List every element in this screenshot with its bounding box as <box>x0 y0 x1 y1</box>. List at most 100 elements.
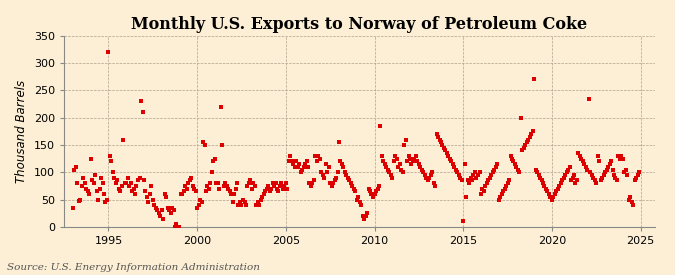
Point <box>587 173 597 177</box>
Point <box>474 170 485 174</box>
Point <box>215 104 226 109</box>
Point <box>512 167 523 172</box>
Point <box>249 184 260 188</box>
Point <box>547 197 558 202</box>
Point <box>466 178 477 183</box>
Point <box>308 178 319 183</box>
Point <box>240 203 251 207</box>
Point <box>176 192 186 196</box>
Point <box>495 195 506 199</box>
Point <box>133 178 144 183</box>
Point <box>408 159 418 164</box>
Point <box>618 156 628 161</box>
Point <box>549 192 560 196</box>
Point <box>585 170 596 174</box>
Point <box>337 162 348 166</box>
Point <box>363 186 374 191</box>
Point <box>502 181 513 185</box>
Point <box>192 206 202 210</box>
Point <box>632 173 643 177</box>
Point <box>188 184 198 188</box>
Point <box>205 181 216 185</box>
Point <box>629 178 640 183</box>
Point <box>511 165 522 169</box>
Point <box>393 165 404 169</box>
Point <box>634 170 645 174</box>
Point <box>118 137 129 142</box>
Point <box>504 178 514 183</box>
Point <box>441 151 452 155</box>
Point <box>311 159 322 164</box>
Point <box>319 175 329 180</box>
Point <box>354 200 365 205</box>
Point <box>211 181 221 185</box>
Point <box>542 189 553 194</box>
Point <box>609 173 620 177</box>
Point <box>396 167 406 172</box>
Point <box>434 137 445 142</box>
Point <box>471 175 482 180</box>
Point <box>381 165 392 169</box>
Point <box>567 175 578 180</box>
Point <box>557 178 568 183</box>
Point <box>224 189 235 194</box>
Point <box>316 170 327 174</box>
Point <box>127 189 138 194</box>
Point <box>623 197 634 202</box>
Point <box>378 159 389 164</box>
Point <box>227 200 238 205</box>
Point <box>169 225 180 229</box>
Point <box>359 216 370 221</box>
Point <box>526 132 537 136</box>
Title: Monthly U.S. Exports to Norway of Petroleum Coke: Monthly U.S. Exports to Norway of Petrol… <box>132 16 587 33</box>
Point <box>508 159 519 164</box>
Point <box>475 192 486 196</box>
Point <box>619 170 630 174</box>
Point <box>483 178 494 183</box>
Point <box>329 178 340 183</box>
Point <box>486 173 497 177</box>
Point <box>333 140 344 144</box>
Point <box>238 197 248 202</box>
Point <box>285 154 296 158</box>
Point <box>492 162 503 166</box>
Point <box>392 156 402 161</box>
Point <box>220 181 231 185</box>
Point <box>576 156 587 161</box>
Point <box>371 189 381 194</box>
Point <box>415 165 426 169</box>
Point <box>239 200 250 205</box>
Point <box>610 175 621 180</box>
Point <box>601 167 612 172</box>
Point <box>479 189 489 194</box>
Point <box>87 178 98 183</box>
Point <box>472 173 483 177</box>
Point <box>81 186 92 191</box>
Point <box>270 181 281 185</box>
Point <box>153 211 164 215</box>
Point <box>537 181 548 185</box>
Point <box>612 178 622 183</box>
Point <box>232 181 242 185</box>
Point <box>342 175 353 180</box>
Point <box>335 159 346 164</box>
Point <box>523 137 534 142</box>
Point <box>607 167 618 172</box>
Point <box>459 162 470 166</box>
Point <box>404 156 415 161</box>
Point <box>425 173 436 177</box>
Point <box>435 140 446 144</box>
Point <box>437 143 448 147</box>
Point <box>332 170 343 174</box>
Point <box>468 173 479 177</box>
Point <box>137 110 148 114</box>
Point <box>242 184 252 188</box>
Point <box>561 170 572 174</box>
Point <box>368 195 379 199</box>
Point <box>465 175 476 180</box>
Point <box>605 159 616 164</box>
Point <box>440 148 451 153</box>
Point <box>246 186 257 191</box>
Point <box>375 124 386 128</box>
Point <box>147 197 158 202</box>
